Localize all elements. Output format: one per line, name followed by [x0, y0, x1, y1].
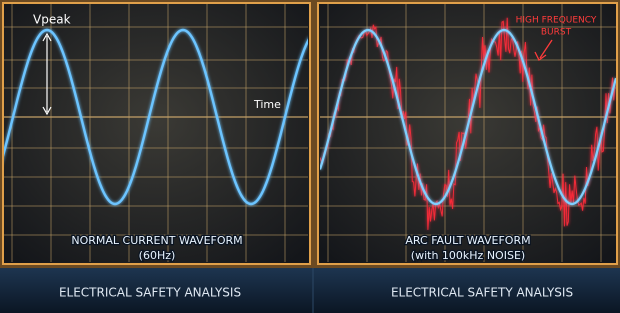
left-caption-subtitle: (60Hz) — [139, 249, 176, 262]
right-caption-subtitle: (with 100kHz NOISE) — [411, 249, 525, 262]
right-footer: ELECTRICAL SAFETY ANALYSIS — [391, 286, 573, 300]
left-screen — [3, 3, 310, 264]
left-caption-title: NORMAL CURRENT WAVEFORM — [71, 234, 242, 247]
oscilloscope-illustration: Vpeak Time HIGH FREQUENCY BURST NORMAL C… — [0, 0, 620, 313]
left-footer: ELECTRICAL SAFETY ANALYSIS — [59, 286, 241, 300]
time-label: Time — [253, 98, 281, 111]
right-caption-title: ARC FAULT WAVEFORM — [405, 234, 530, 247]
annotation-line1: HIGH FREQUENCY — [516, 16, 597, 26]
annotation-line2: BURST — [541, 28, 572, 38]
vpeak-label: Vpeak — [33, 13, 71, 27]
